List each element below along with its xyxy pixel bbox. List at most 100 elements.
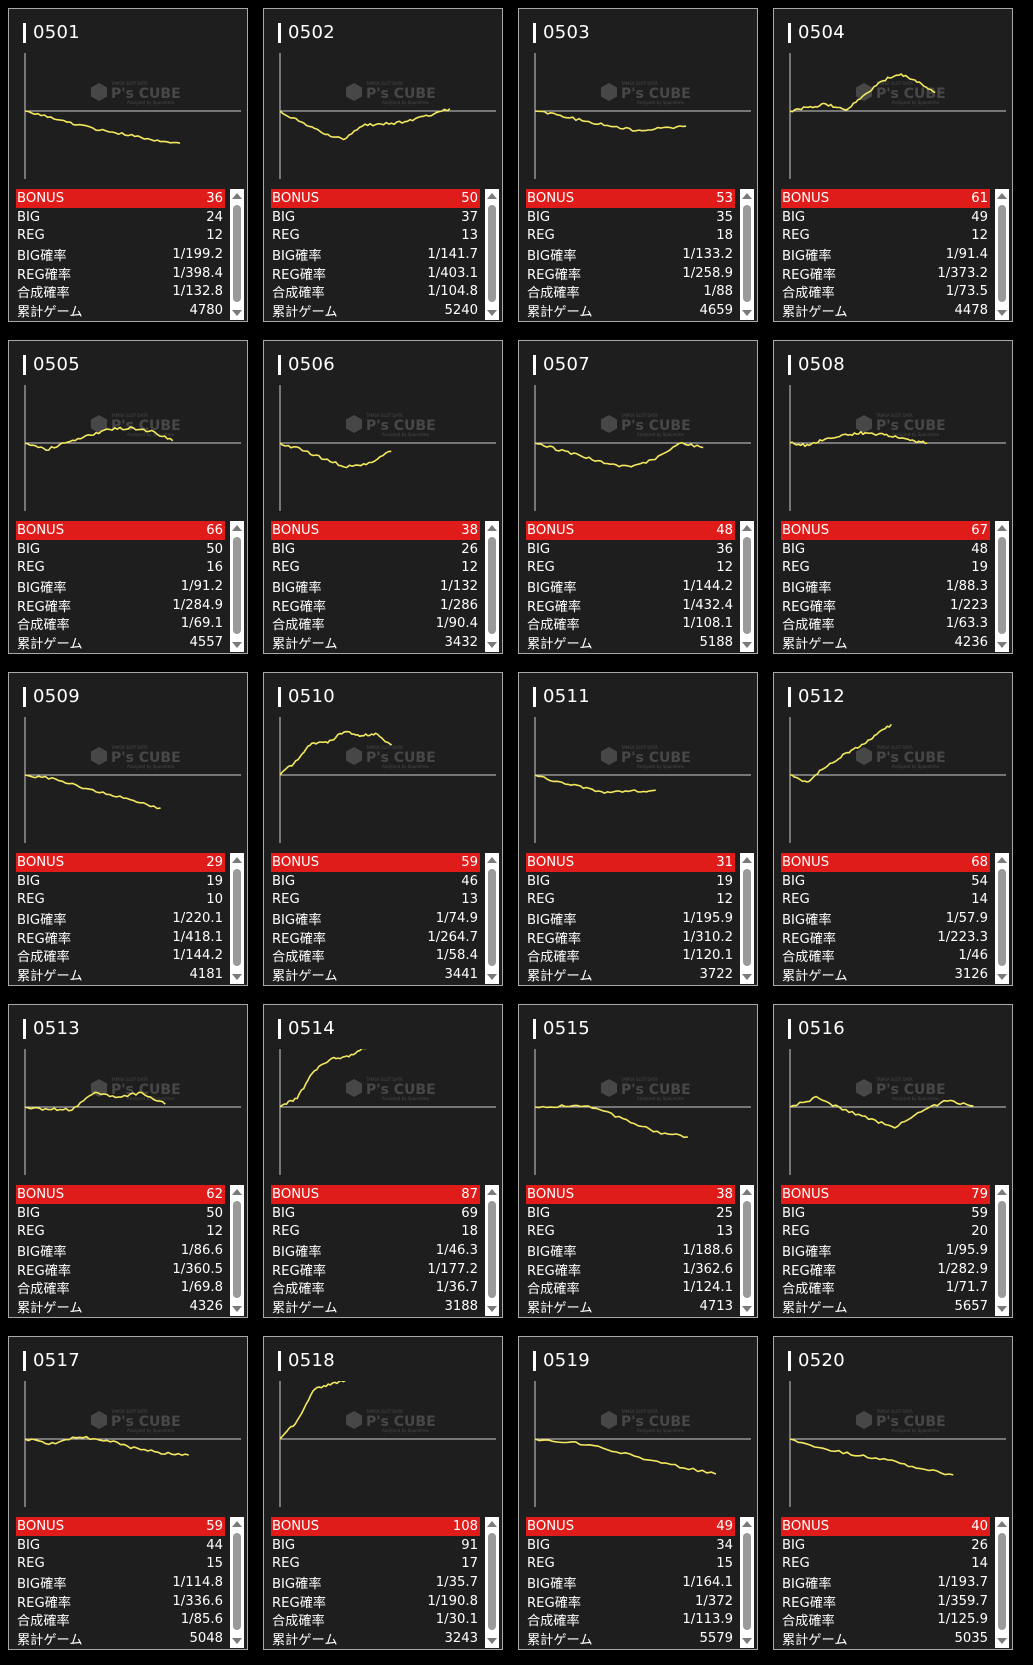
scroll-down-arrow-icon[interactable] bbox=[742, 1306, 752, 1312]
scroll-up-arrow-icon[interactable] bbox=[997, 857, 1007, 863]
scroll-up-arrow-icon[interactable] bbox=[742, 1521, 752, 1527]
scrollbar[interactable] bbox=[740, 189, 754, 320]
scroll-down-arrow-icon[interactable] bbox=[742, 974, 752, 980]
scroll-thumb[interactable] bbox=[998, 537, 1006, 634]
scrollbar[interactable] bbox=[740, 521, 754, 652]
scroll-down-arrow-icon[interactable] bbox=[487, 1638, 497, 1644]
scrollbar[interactable] bbox=[995, 1185, 1009, 1316]
scroll-down-arrow-icon[interactable] bbox=[232, 1306, 242, 1312]
scroll-up-arrow-icon[interactable] bbox=[997, 1521, 1007, 1527]
machine-card[interactable]: 0504 TAMSA SLOT DATA P's CUBE Analyzed by S… bbox=[773, 8, 1013, 322]
machine-card[interactable]: 0514 TAMSA SLOT DATA P's CUBE Analyzed by S… bbox=[263, 1004, 503, 1318]
scroll-down-arrow-icon[interactable] bbox=[742, 1638, 752, 1644]
scroll-down-arrow-icon[interactable] bbox=[232, 642, 242, 648]
scrollbar[interactable] bbox=[995, 189, 1009, 320]
machine-card[interactable]: 0506 TAMSA SLOT DATA P's CUBE Analyzed by S… bbox=[263, 340, 503, 654]
machine-card[interactable]: 0512 TAMSA SLOT DATA P's CUBE Analyzed by S… bbox=[773, 672, 1013, 986]
scroll-thumb[interactable] bbox=[488, 869, 496, 966]
scroll-up-arrow-icon[interactable] bbox=[742, 193, 752, 199]
scroll-thumb[interactable] bbox=[743, 537, 751, 634]
scroll-thumb[interactable] bbox=[743, 1201, 751, 1298]
machine-card[interactable]: 0516 TAMSA SLOT DATA P's CUBE Analyzed by S… bbox=[773, 1004, 1013, 1318]
scroll-thumb[interactable] bbox=[743, 205, 751, 302]
scroll-down-arrow-icon[interactable] bbox=[487, 1306, 497, 1312]
scrollbar[interactable] bbox=[995, 521, 1009, 652]
machine-card[interactable]: 0508 TAMSA SLOT DATA P's CUBE Analyzed by S… bbox=[773, 340, 1013, 654]
scroll-up-arrow-icon[interactable] bbox=[232, 1521, 242, 1527]
scrollbar[interactable] bbox=[230, 189, 244, 320]
scroll-down-arrow-icon[interactable] bbox=[997, 974, 1007, 980]
machine-card[interactable]: 0507 TAMSA SLOT DATA P's CUBE Analyzed by S… bbox=[518, 340, 758, 654]
scroll-up-arrow-icon[interactable] bbox=[232, 857, 242, 863]
scroll-thumb[interactable] bbox=[233, 205, 241, 302]
scrollbar[interactable] bbox=[485, 1517, 499, 1648]
machine-card[interactable]: 0513 TAMSA SLOT DATA P's CUBE Analyzed by S… bbox=[8, 1004, 248, 1318]
scroll-up-arrow-icon[interactable] bbox=[232, 193, 242, 199]
scroll-thumb[interactable] bbox=[488, 1201, 496, 1298]
scroll-thumb[interactable] bbox=[233, 1201, 241, 1298]
scroll-down-arrow-icon[interactable] bbox=[232, 974, 242, 980]
machine-card[interactable]: 0509 TAMSA SLOT DATA P's CUBE Analyzed by S… bbox=[8, 672, 248, 986]
scroll-up-arrow-icon[interactable] bbox=[997, 525, 1007, 531]
scroll-thumb[interactable] bbox=[743, 1533, 751, 1630]
machine-card[interactable]: 0511 TAMSA SLOT DATA P's CUBE Analyzed by S… bbox=[518, 672, 758, 986]
machine-card[interactable]: 0520 TAMSA SLOT DATA P's CUBE Analyzed by S… bbox=[773, 1336, 1013, 1650]
scroll-down-arrow-icon[interactable] bbox=[487, 310, 497, 316]
scroll-down-arrow-icon[interactable] bbox=[232, 1638, 242, 1644]
scroll-up-arrow-icon[interactable] bbox=[487, 1521, 497, 1527]
scrollbar[interactable] bbox=[230, 853, 244, 984]
scroll-up-arrow-icon[interactable] bbox=[742, 525, 752, 531]
scroll-thumb[interactable] bbox=[998, 205, 1006, 302]
scrollbar[interactable] bbox=[740, 1185, 754, 1316]
scroll-thumb[interactable] bbox=[743, 869, 751, 966]
scroll-up-arrow-icon[interactable] bbox=[742, 857, 752, 863]
scroll-up-arrow-icon[interactable] bbox=[487, 525, 497, 531]
scroll-up-arrow-icon[interactable] bbox=[487, 193, 497, 199]
scroll-thumb[interactable] bbox=[488, 1533, 496, 1630]
scrollbar[interactable] bbox=[485, 189, 499, 320]
machine-card[interactable]: 0515 TAMSA SLOT DATA P's CUBE Analyzed by S… bbox=[518, 1004, 758, 1318]
scroll-down-arrow-icon[interactable] bbox=[487, 642, 497, 648]
scroll-thumb[interactable] bbox=[488, 205, 496, 302]
scroll-thumb[interactable] bbox=[233, 1533, 241, 1630]
scrollbar[interactable] bbox=[230, 1517, 244, 1648]
scrollbar[interactable] bbox=[485, 1185, 499, 1316]
scrollbar[interactable] bbox=[485, 521, 499, 652]
machine-card[interactable]: 0505 TAMSA SLOT DATA P's CUBE Analyzed by S… bbox=[8, 340, 248, 654]
scroll-thumb[interactable] bbox=[998, 1533, 1006, 1630]
scroll-down-arrow-icon[interactable] bbox=[997, 310, 1007, 316]
machine-card[interactable]: 0501 TAMSA SLOT DATA P's CUBE Analyzed by S… bbox=[8, 8, 248, 322]
machine-card[interactable]: 0502 TAMSA SLOT DATA P's CUBE Analyzed by S… bbox=[263, 8, 503, 322]
scrollbar[interactable] bbox=[740, 1517, 754, 1648]
scroll-up-arrow-icon[interactable] bbox=[997, 1189, 1007, 1195]
scroll-thumb[interactable] bbox=[488, 537, 496, 634]
scroll-up-arrow-icon[interactable] bbox=[487, 1189, 497, 1195]
machine-card[interactable]: 0510 TAMSA SLOT DATA P's CUBE Analyzed by S… bbox=[263, 672, 503, 986]
scrollbar[interactable] bbox=[740, 853, 754, 984]
scroll-down-arrow-icon[interactable] bbox=[997, 1306, 1007, 1312]
scroll-thumb[interactable] bbox=[233, 869, 241, 966]
scrollbar[interactable] bbox=[995, 1517, 1009, 1648]
scroll-down-arrow-icon[interactable] bbox=[232, 310, 242, 316]
scroll-up-arrow-icon[interactable] bbox=[487, 857, 497, 863]
scroll-up-arrow-icon[interactable] bbox=[742, 1189, 752, 1195]
machine-card[interactable]: 0503 TAMSA SLOT DATA P's CUBE Analyzed by S… bbox=[518, 8, 758, 322]
scroll-down-arrow-icon[interactable] bbox=[742, 310, 752, 316]
scroll-down-arrow-icon[interactable] bbox=[997, 642, 1007, 648]
scroll-up-arrow-icon[interactable] bbox=[232, 525, 242, 531]
scroll-down-arrow-icon[interactable] bbox=[997, 1638, 1007, 1644]
scroll-down-arrow-icon[interactable] bbox=[487, 974, 497, 980]
machine-card[interactable]: 0519 TAMSA SLOT DATA P's CUBE Analyzed by S… bbox=[518, 1336, 758, 1650]
scroll-thumb[interactable] bbox=[998, 869, 1006, 966]
machine-card[interactable]: 0518 TAMSA SLOT DATA P's CUBE Analyzed by S… bbox=[263, 1336, 503, 1650]
machine-card[interactable]: 0517 TAMSA SLOT DATA P's CUBE Analyzed by S… bbox=[8, 1336, 248, 1650]
scroll-thumb[interactable] bbox=[233, 537, 241, 634]
scroll-down-arrow-icon[interactable] bbox=[742, 642, 752, 648]
scrollbar[interactable] bbox=[485, 853, 499, 984]
scrollbar[interactable] bbox=[230, 1185, 244, 1316]
scroll-thumb[interactable] bbox=[998, 1201, 1006, 1298]
scrollbar[interactable] bbox=[995, 853, 1009, 984]
scrollbar[interactable] bbox=[230, 521, 244, 652]
scroll-up-arrow-icon[interactable] bbox=[232, 1189, 242, 1195]
scroll-up-arrow-icon[interactable] bbox=[997, 193, 1007, 199]
